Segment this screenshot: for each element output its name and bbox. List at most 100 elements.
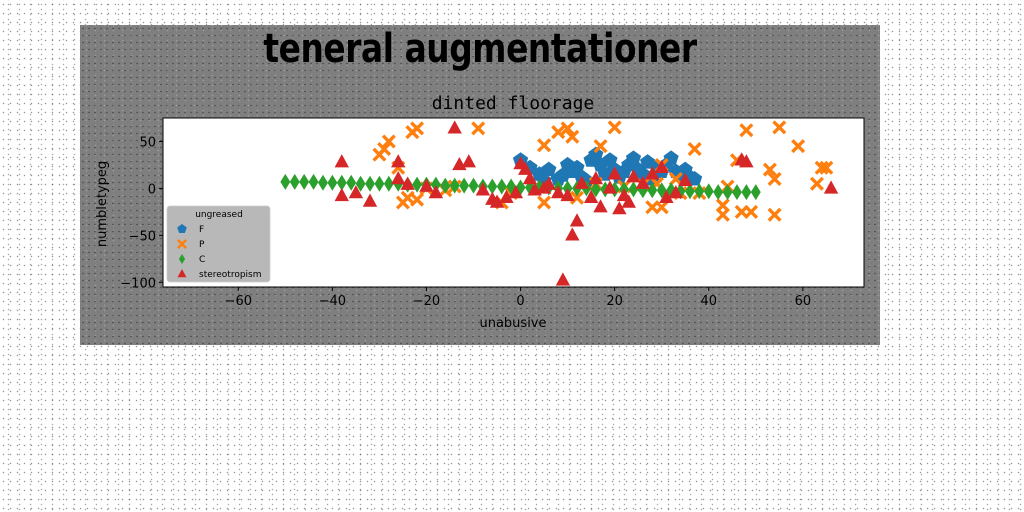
data-point: [289, 173, 300, 190]
data-point: [459, 177, 470, 194]
data-point: [772, 120, 787, 135]
data-point: [574, 175, 589, 189]
data-point: [374, 175, 385, 192]
data-point: [744, 204, 759, 219]
data-point: [327, 174, 338, 191]
data-point: [762, 162, 777, 177]
data-point: [703, 183, 714, 200]
data-point: [496, 178, 507, 195]
data-point: [468, 177, 479, 194]
data-point: [475, 182, 491, 196]
data-point: [499, 189, 514, 204]
data-point: [607, 120, 622, 135]
x-tick-label: −40: [319, 294, 346, 309]
data-point: [612, 201, 627, 215]
data-point: [377, 141, 392, 156]
x-tick-label: 40: [700, 294, 717, 309]
data-point: [715, 207, 730, 222]
data-point: [555, 167, 571, 182]
data-point: [551, 125, 566, 140]
data-point: [400, 176, 415, 190]
series-stereotropism: [334, 120, 839, 286]
data-point: [381, 134, 396, 149]
data-point: [440, 177, 451, 194]
data-point: [687, 141, 702, 156]
data-point: [308, 173, 319, 190]
data-point: [767, 172, 782, 187]
data-point: [668, 172, 683, 187]
data-point: [489, 194, 505, 208]
legend-entry-p: P: [177, 239, 205, 250]
y-tick-label: 0: [148, 182, 156, 197]
data-point: [336, 174, 347, 191]
data-point: [741, 184, 752, 201]
data-point: [694, 183, 705, 200]
data-point: [722, 184, 733, 201]
legend-entry-stereotropism: stereotropism: [177, 269, 262, 280]
data-point: [590, 181, 601, 198]
data-point: [487, 178, 498, 195]
x-tick-label: −20: [413, 294, 440, 309]
data-point: [280, 173, 291, 190]
data-point: [550, 185, 566, 199]
data-point: [588, 171, 604, 185]
data-point: [560, 121, 575, 136]
data-point: [471, 121, 486, 136]
legend-label: F: [199, 225, 204, 235]
data-point: [569, 213, 585, 227]
legend-entry-c: C: [178, 254, 205, 265]
data-point: [734, 204, 749, 219]
data-point: [365, 175, 375, 192]
data-point: [675, 183, 686, 200]
data-point: [541, 161, 557, 177]
data-point: [383, 175, 394, 192]
data-point: [823, 180, 839, 194]
data-point: [635, 175, 651, 189]
data-point: [508, 185, 524, 199]
data-point: [461, 154, 477, 168]
plot-area: [162, 117, 865, 288]
data-point: [678, 172, 693, 187]
data-point: [687, 171, 703, 186]
data-point: [412, 176, 423, 193]
legend-marker: [177, 239, 187, 249]
data-point: [625, 150, 642, 165]
legend-marker: [178, 254, 186, 264]
x-tick-label: 20: [606, 294, 623, 309]
data-point: [628, 181, 639, 198]
plot-title: dinted floorage: [432, 93, 595, 114]
data-point: [654, 200, 669, 215]
legend-label: C: [199, 255, 205, 265]
data-point: [570, 190, 585, 205]
data-point: [515, 179, 526, 196]
data-point: [391, 171, 406, 185]
data-point: [537, 195, 552, 210]
legend-title: ungreased: [195, 210, 243, 220]
data-point: [428, 185, 444, 199]
data-point: [346, 174, 357, 191]
data-point: [647, 182, 658, 199]
data-point: [809, 176, 824, 191]
x-tick-label: −60: [225, 294, 252, 309]
data-point: [391, 154, 406, 168]
data-point: [739, 123, 754, 138]
data-point: [430, 176, 441, 193]
legend-label: stereotropism: [199, 270, 262, 280]
y-tick-label: 50: [139, 135, 156, 150]
legend-box: [166, 205, 271, 283]
data-point: [593, 139, 608, 154]
y-axis: −100 −50 0 50: [120, 135, 163, 291]
data-point: [565, 129, 580, 144]
data-point: [684, 183, 695, 200]
y-tick-label: −100: [120, 276, 156, 291]
data-point: [317, 174, 328, 191]
data-point: [334, 187, 349, 202]
data-point: [348, 185, 364, 199]
data-point: [555, 272, 571, 286]
data-point: [355, 175, 366, 192]
data-point: [522, 171, 538, 185]
data-point: [588, 146, 604, 162]
legend-label: P: [199, 240, 205, 250]
